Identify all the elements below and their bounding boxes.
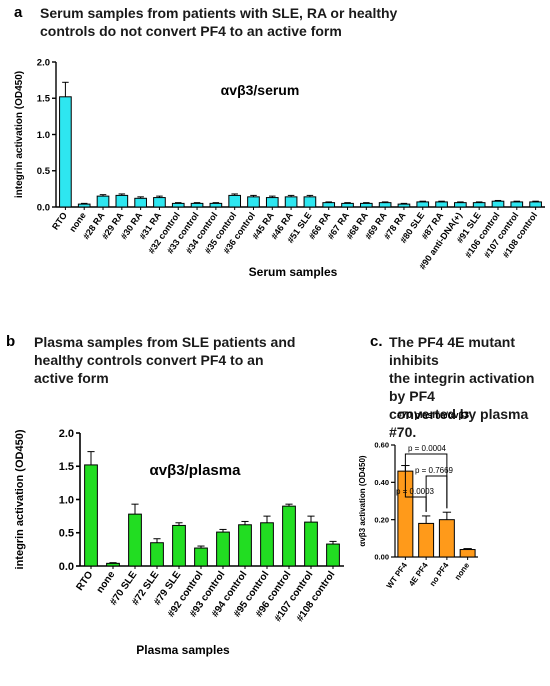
chart-c-y-label: αvβ3 activation (OD450) <box>358 455 367 547</box>
chart-a-title: αvβ3/serum <box>221 82 300 98</box>
chart-a-bar <box>96 195 110 208</box>
chart-a-bar <box>247 196 260 208</box>
chart-c-y-tick-label: 0.40 <box>374 478 389 487</box>
chart-a-bar <box>190 202 204 208</box>
chart-c-bar <box>418 522 435 558</box>
panel-a-title-line1: Serum samples from patients with SLE, RA… <box>40 5 398 21</box>
chart-b-bar <box>260 522 274 567</box>
chart-b-bar <box>194 547 208 567</box>
chart-c-y-tick-label: 0.00 <box>374 553 389 562</box>
chart-c-category-label: none <box>453 561 472 582</box>
chart-a-bar <box>115 194 129 208</box>
chart-c-bar <box>438 519 455 558</box>
chart-c-category-label: 4E PF4 <box>407 561 430 588</box>
chart-a-bar <box>284 196 298 208</box>
chart-c-p-value-label: p = 0.0003 <box>396 487 435 496</box>
chart-a-x-label: Serum samples <box>249 265 338 279</box>
chart-b-bar <box>150 542 164 567</box>
panel-c-letter: c. <box>370 333 383 350</box>
chart-a-y-tick-label: 1.0 <box>37 130 50 141</box>
chart-b-bar <box>326 543 340 567</box>
chart-b-bar <box>106 562 120 567</box>
chart-b-bar <box>282 505 296 567</box>
chart-a-bar <box>171 202 185 208</box>
chart-b-bar <box>238 524 252 567</box>
chart-c-category-label: WT PF4 <box>385 561 410 591</box>
chart-a-bar <box>510 201 524 208</box>
chart-a-y-tick-label: 1.5 <box>37 94 51 105</box>
chart-a-bar <box>416 201 430 208</box>
panel-c-title-line3: converted by plasma #70. <box>389 406 529 440</box>
chart-a-y-tick-label: 2.0 <box>37 57 50 68</box>
panel-b-title-line3: active form <box>34 370 109 386</box>
chart-b-bar <box>304 521 318 567</box>
chart-c-significance-bracket <box>404 453 448 509</box>
chart-a-bar <box>303 196 317 208</box>
chart-b-y-tick-label: 1.0 <box>59 494 74 506</box>
chart-b-y-tick-label: 1.5 <box>59 461 74 473</box>
panel-b-title-line2: healthy controls convert PF4 to an <box>34 352 264 368</box>
chart-b-y-label: integrin activation (OD450) <box>14 429 26 569</box>
chart-b-bar <box>172 524 186 567</box>
chart-a-bar <box>134 197 147 208</box>
chart-a-bar <box>77 203 91 208</box>
chart-b-y-tick-label: 2.0 <box>59 428 74 440</box>
chart-a-bar <box>435 201 448 208</box>
chart-a-bar <box>378 202 392 208</box>
chart-c-p-value-label: p = 0.7669 <box>415 466 454 475</box>
chart-a-bar <box>397 203 411 208</box>
panel-a-title-line2: controls do not convert PF4 to an active… <box>40 23 342 39</box>
chart-a-bar <box>529 201 542 208</box>
chart-a-bar <box>228 194 242 208</box>
panel-c-title-line2: the integrin activation by PF4 <box>389 370 535 404</box>
chart-b-category-label: RTO <box>74 569 95 593</box>
chart-a-bar <box>265 197 279 208</box>
chart-c-y-tick-label: 0.60 <box>374 441 389 450</box>
chart-a-y-tick-label: 0.5 <box>37 166 51 177</box>
chart-c-p-value-label: p = 0.0004 <box>408 444 447 453</box>
chart-a-bar <box>341 202 354 208</box>
chart-b-y-tick-label: 0.0 <box>59 561 74 573</box>
panel-b-title-line1: Plasma samples from SLE patients and <box>34 334 296 350</box>
chart-b-bar <box>84 464 98 567</box>
chart-b-y-tick-label: 0.5 <box>59 528 74 540</box>
chart-b-bar <box>216 531 230 567</box>
chart-c-category-label: no PF4 <box>428 561 451 588</box>
chart-a-bar <box>491 200 505 208</box>
chart-a-bar <box>59 96 72 208</box>
chart-b-bar <box>128 513 142 567</box>
chart-b-title: αvβ3/plasma <box>150 462 242 479</box>
chart-a-y-tick-label: 0.0 <box>37 202 50 213</box>
chart-c-y-tick-label: 0.20 <box>374 515 389 524</box>
panel-a-letter: a <box>14 4 23 21</box>
panel-c-title: The PF4 4E mutant inhibits the integrin … <box>389 333 550 441</box>
panel-c-title-line1: The PF4 4E mutant inhibits <box>389 334 516 368</box>
chart-a-bar <box>454 202 467 208</box>
chart-a-bar <box>472 202 486 208</box>
chart-a-bar <box>359 202 373 208</box>
panel-b-letter: b <box>6 333 16 350</box>
chart-a-bar <box>322 202 336 208</box>
chart-c-bar <box>459 549 476 558</box>
chart-c-title: #70 plasma/αvβ3 <box>397 410 469 420</box>
chart-b-x-label: Plasma samples <box>136 643 230 657</box>
chart-a-bar <box>209 202 223 208</box>
chart-a-bar <box>153 197 166 208</box>
panel-a-title: Serum samples from patients with SLE, RA… <box>40 4 397 40</box>
panel-b-title: Plasma samples from SLE patients and hea… <box>34 333 295 387</box>
chart-a-y-label: integrin activation (OD450) <box>14 71 25 198</box>
